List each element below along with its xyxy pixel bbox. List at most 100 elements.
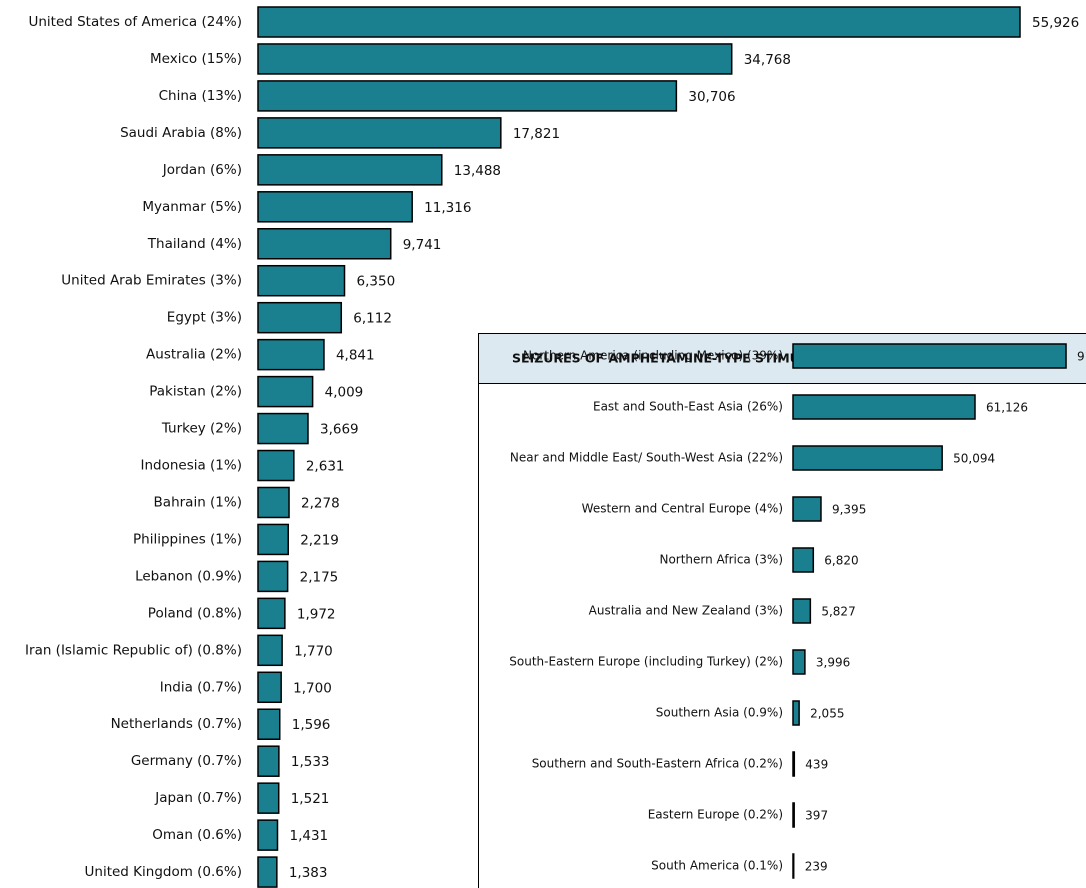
bar [792, 343, 1067, 369]
bar [792, 394, 976, 420]
bar [257, 597, 286, 630]
value-label: 13,488 [454, 163, 501, 179]
value-label: 2,055 [810, 707, 844, 721]
category-label: Western and Central Europe (4%) [582, 502, 783, 516]
value-label: 34,768 [744, 52, 791, 68]
category-label: Germany (0.7%) [131, 753, 242, 769]
category-label: Jordan (6%) [162, 162, 242, 178]
value-label: 2,219 [300, 532, 339, 548]
bar [257, 486, 290, 519]
category-label: Southern and South-Eastern Africa (0.2%) [532, 757, 783, 771]
bar [257, 819, 279, 851]
value-label: 4,841 [336, 348, 375, 364]
category-label: United Kingdom (0.6%) [85, 864, 242, 880]
value-label: 3,669 [320, 422, 359, 438]
category-label: India (0.7%) [160, 679, 242, 695]
value-label: 2,278 [301, 495, 340, 511]
value-label: 1,431 [289, 828, 328, 844]
bar [792, 496, 822, 522]
value-label: 3,996 [816, 656, 850, 670]
bar [257, 43, 733, 75]
value-label: 1,533 [291, 754, 330, 770]
category-label: Australia (2%) [146, 347, 242, 363]
value-label: 1,383 [289, 865, 328, 881]
value-label: 397 [805, 809, 828, 823]
bar [257, 191, 413, 223]
value-label: 6,820 [824, 554, 858, 568]
category-label: South America (0.1%) [651, 859, 783, 873]
bar [257, 154, 443, 186]
value-label: 9,741 [403, 237, 442, 253]
category-label: Oman (0.6%) [152, 827, 242, 843]
category-label: Pakistan (2%) [149, 384, 242, 400]
bar [257, 80, 678, 112]
value-label: 11,316 [424, 200, 471, 216]
category-label: Myanmar (5%) [142, 199, 242, 215]
bar [257, 117, 502, 149]
country-chart: United States of America (24%) 55,926 Mexi… [25, 6, 1079, 888]
bar [257, 228, 392, 260]
value-label: 9,395 [832, 503, 866, 517]
bar [257, 264, 346, 297]
value-label: 4,009 [325, 385, 364, 401]
category-label: Lebanon (0.9%) [135, 568, 242, 584]
category-label: United States of America (24%) [28, 14, 242, 30]
category-label: Australia and New Zealand (3%) [589, 604, 783, 618]
category-label: Japan (0.7%) [154, 790, 242, 806]
value-label: 1,972 [297, 606, 336, 622]
category-label: Near and Middle East/ South-West Asia (2… [510, 451, 783, 465]
bar [792, 445, 943, 471]
bar [792, 853, 795, 879]
bar [792, 598, 812, 624]
value-label: 50,094 [953, 452, 995, 466]
category-label: Poland (0.8%) [148, 605, 242, 621]
category-label: Mexico (15%) [150, 51, 242, 67]
category-label: China (13%) [159, 88, 242, 104]
bar [257, 6, 1021, 38]
value-label: 1,700 [293, 680, 332, 696]
category-label: East and South-East Asia (26%) [593, 400, 783, 414]
value-label: 91,700 [1077, 350, 1086, 364]
bar [257, 523, 289, 556]
value-label: 61,126 [986, 401, 1028, 415]
value-label: 439 [805, 758, 828, 772]
bar [257, 412, 309, 445]
bar [257, 301, 343, 334]
bar [257, 338, 325, 371]
value-label: 6,350 [357, 274, 396, 290]
value-label: 5,827 [821, 605, 855, 619]
bar [792, 700, 800, 726]
bar [792, 547, 815, 573]
value-label: 6,112 [353, 311, 392, 327]
category-label: United Arab Emirates (3%) [61, 273, 242, 289]
inset-frame [478, 333, 1086, 888]
bar [257, 782, 280, 814]
region-chart: Northern America (including Mexico) (39%… [509, 343, 1086, 879]
value-label: 1,770 [294, 643, 333, 659]
bar [257, 671, 282, 704]
category-label: Thailand (4%) [147, 236, 242, 252]
category-label: Eastern Europe (0.2%) [648, 808, 783, 822]
category-label: Philippines (1%) [133, 531, 242, 547]
bar [257, 560, 289, 593]
value-label: 2,175 [300, 569, 339, 585]
bar [257, 856, 278, 888]
bar [257, 708, 281, 740]
value-label: 1,521 [291, 791, 330, 807]
bar [257, 449, 295, 482]
category-label: Egypt (3%) [167, 310, 242, 326]
value-label: 239 [805, 860, 828, 874]
value-label: 30,706 [688, 89, 735, 105]
category-label: Bahrain (1%) [154, 494, 242, 510]
bar [792, 802, 795, 828]
category-label: Turkey (2%) [161, 421, 242, 437]
value-label: 55,926 [1032, 15, 1079, 31]
category-label: South-Eastern Europe (including Turkey) … [509, 655, 783, 669]
bar [792, 751, 796, 777]
category-label: Iran (Islamic Republic of) (0.8%) [25, 642, 242, 658]
value-label: 17,821 [513, 126, 560, 142]
bar [257, 745, 280, 777]
category-label: Indonesia (1%) [140, 458, 242, 474]
